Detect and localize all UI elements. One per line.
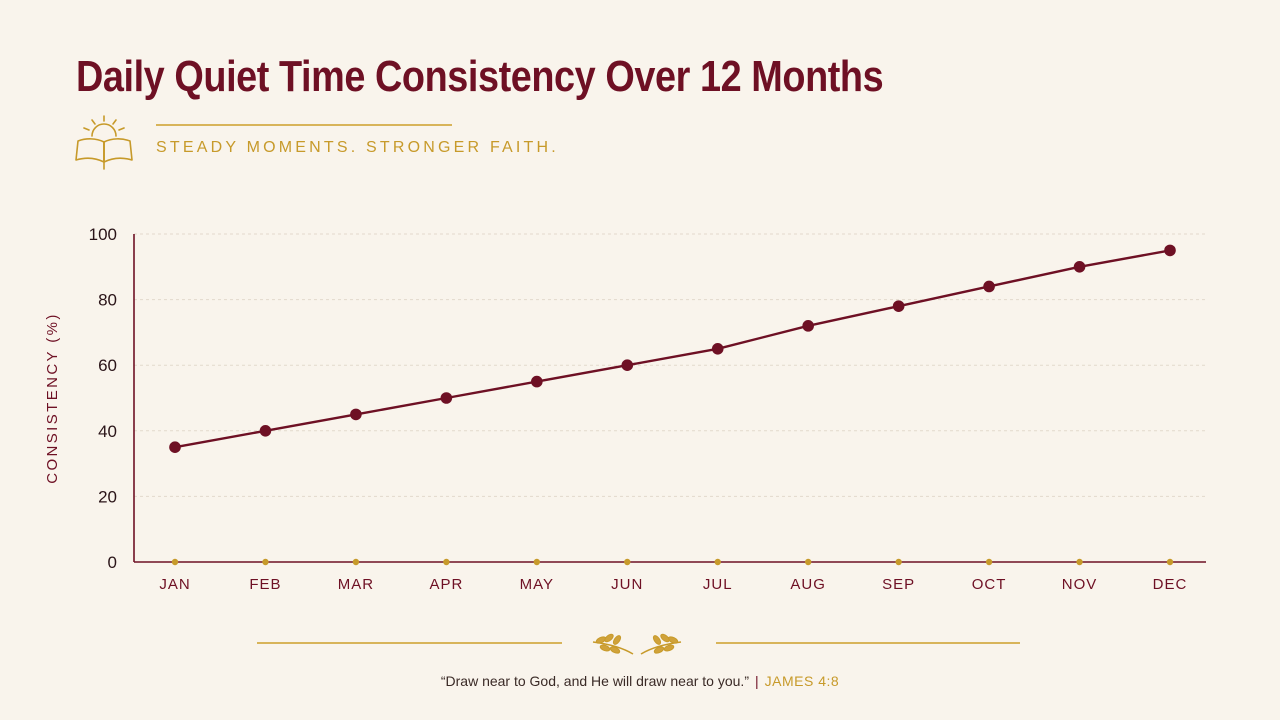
x-tick-label: JAN bbox=[159, 576, 190, 593]
x-tick-label: FEB bbox=[249, 576, 281, 593]
y-tick-label: 60 bbox=[98, 356, 117, 375]
x-tick-marker bbox=[985, 558, 993, 566]
chart-title: Daily Quiet Time Consistency Over 12 Mon… bbox=[76, 52, 884, 101]
x-tick-marker bbox=[262, 558, 269, 566]
series-layer bbox=[169, 244, 1176, 454]
x-tick-marker bbox=[533, 558, 541, 566]
x-tick-label: SEP bbox=[882, 576, 915, 593]
x-tick-label: APR bbox=[429, 576, 463, 593]
subtitle: STEADY MOMENTS. STRONGER FAITH. bbox=[156, 139, 559, 156]
sunrise-open-book-icon bbox=[75, 115, 133, 170]
y-tick-label: 100 bbox=[89, 225, 117, 244]
data-point bbox=[440, 392, 453, 404]
scripture-reference: JAMES 4:8 bbox=[764, 673, 840, 689]
x-tick-label: MAY bbox=[520, 576, 554, 593]
x-tick-label: JUN bbox=[611, 576, 643, 593]
quote-separator: | bbox=[754, 673, 759, 689]
scripture-quote: “Draw near to God, and He will draw near… bbox=[440, 673, 749, 689]
x-tick-marker bbox=[895, 558, 902, 566]
x-tick-label: AUG bbox=[790, 576, 826, 593]
data-point bbox=[892, 300, 905, 312]
x-tick-marker bbox=[1166, 558, 1174, 566]
header-rule bbox=[156, 124, 452, 126]
x-tick-marker bbox=[714, 558, 721, 566]
x-tick-marker bbox=[171, 558, 179, 566]
data-point bbox=[983, 280, 995, 293]
y-tick-label: 40 bbox=[98, 422, 117, 441]
x-tick-marker bbox=[804, 558, 812, 566]
footer-divider-right bbox=[716, 642, 1020, 644]
series-line bbox=[174, 249, 1171, 449]
x-tick-label: OCT bbox=[972, 576, 1007, 593]
tick-labels: 0 20 40 60 80 100 JAN FEB MAR APR MAY JUN JUL AUG SEP O… bbox=[89, 225, 1188, 593]
data-point bbox=[621, 359, 634, 372]
x-tick-marker bbox=[1076, 558, 1083, 566]
data-point bbox=[802, 320, 814, 332]
y-tick-label: 80 bbox=[98, 291, 117, 310]
laurel-branches-icon bbox=[592, 633, 682, 655]
data-point bbox=[1164, 244, 1176, 257]
x-tick-marker bbox=[443, 558, 450, 566]
grid-lines bbox=[134, 233, 1206, 497]
footer-quote-row: “Draw near to God, and He will draw near… bbox=[0, 673, 1280, 689]
data-point bbox=[1073, 261, 1086, 273]
x-tick-label: DEC bbox=[1153, 576, 1188, 593]
data-point bbox=[531, 375, 543, 388]
x-tick-marker bbox=[624, 558, 631, 566]
footer-divider-left bbox=[257, 642, 562, 644]
data-point bbox=[711, 343, 724, 355]
y-tick-label: 20 bbox=[98, 487, 117, 506]
y-axis-label: CONSISTENCY (%) bbox=[44, 312, 61, 484]
data-point bbox=[259, 425, 272, 437]
x-tick-label: NOV bbox=[1062, 576, 1098, 593]
x-tick-marker bbox=[352, 558, 360, 566]
data-point bbox=[169, 441, 181, 454]
x-tick-label: MAR bbox=[338, 576, 374, 593]
data-point bbox=[350, 408, 362, 421]
x-tick-label: JUL bbox=[703, 576, 733, 593]
y-tick-label: 0 bbox=[108, 553, 117, 572]
axes bbox=[133, 234, 1206, 566]
